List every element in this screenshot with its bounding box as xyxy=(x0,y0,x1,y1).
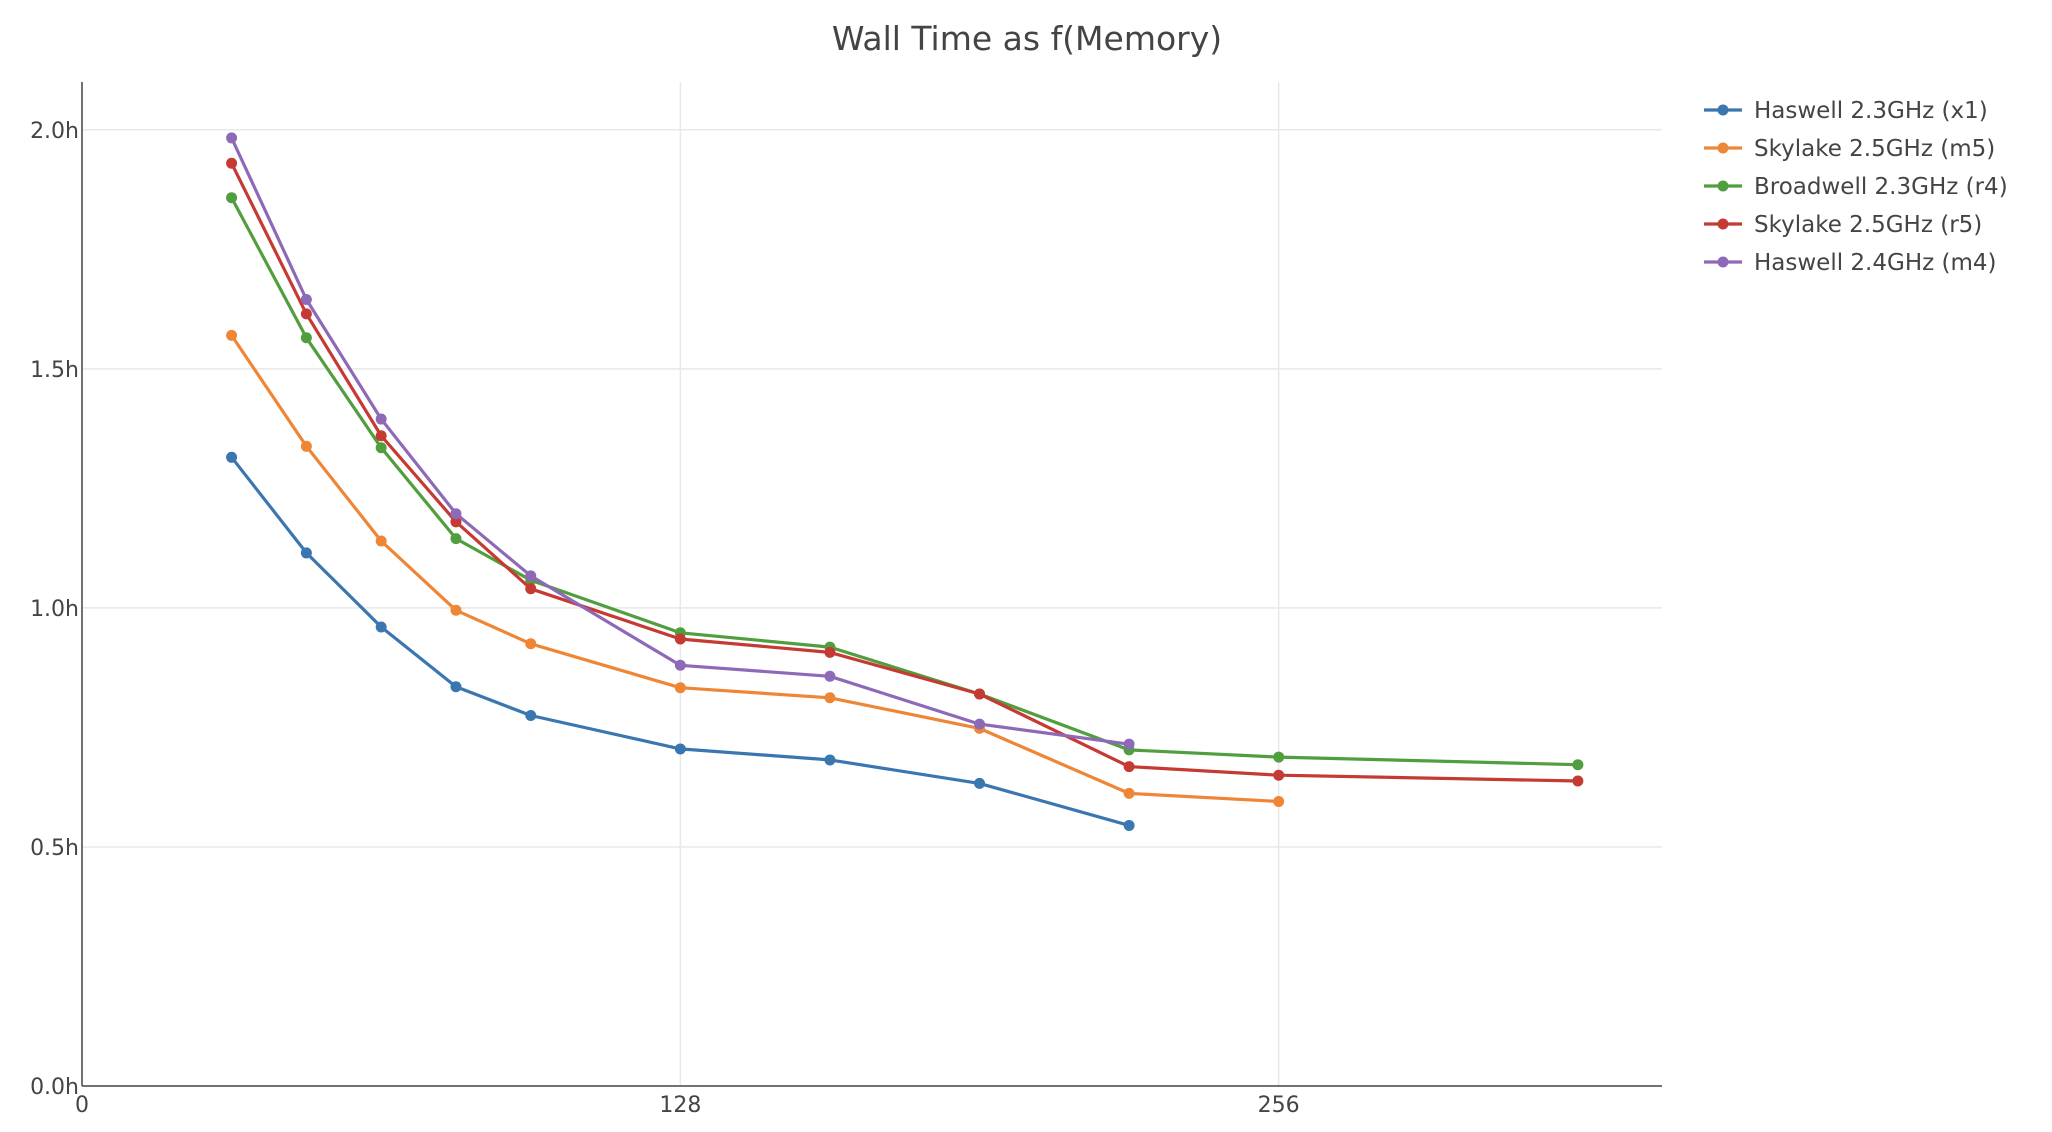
data-point xyxy=(226,132,238,144)
data-point xyxy=(300,308,312,320)
data-point xyxy=(450,681,462,693)
data-point xyxy=(375,430,387,442)
data-point xyxy=(824,692,836,704)
data-point xyxy=(450,604,462,616)
data-point xyxy=(1273,796,1285,808)
data-point xyxy=(674,659,686,671)
legend-label: Broadwell 2.3GHz (r4) xyxy=(1754,174,2008,200)
x-tick-label-0: 0 xyxy=(75,1093,89,1118)
grid-lines xyxy=(82,82,1662,1086)
data-point xyxy=(674,743,686,755)
series-skylake-2-5ghz-m5 xyxy=(226,329,1285,808)
data-point xyxy=(450,533,462,545)
legend-label: Haswell 2.4GHz (m4) xyxy=(1754,250,1997,276)
data-point xyxy=(974,688,986,700)
data-point xyxy=(1273,769,1285,781)
x-tick-label-128: 128 xyxy=(659,1093,701,1118)
data-point xyxy=(300,294,312,306)
data-point xyxy=(525,638,537,650)
data-point xyxy=(226,329,238,341)
legend-item-skylake-2-5ghz-m5[interactable]: Skylake 2.5GHz (m5) xyxy=(1704,136,1995,162)
legend-marker-swatch xyxy=(1717,218,1729,230)
data-point xyxy=(1572,775,1584,787)
y-tick-label-0-0h: 0.0h xyxy=(30,1075,79,1100)
plot-area xyxy=(226,132,1584,831)
x-tick-label-256: 256 xyxy=(1258,1093,1300,1118)
chart-title: Wall Time as f(Memory) xyxy=(832,19,1222,58)
y-tick-label-1-5h: 1.5h xyxy=(30,358,79,383)
data-point xyxy=(1123,819,1135,831)
series-haswell-2-4ghz-m4 xyxy=(226,132,1135,750)
data-point xyxy=(375,413,387,425)
data-point xyxy=(674,682,686,694)
legend-item-haswell-2-4ghz-m4[interactable]: Haswell 2.4GHz (m4) xyxy=(1704,250,1997,276)
series-line xyxy=(230,333,1281,804)
data-point xyxy=(226,451,238,463)
data-point xyxy=(375,621,387,633)
legend-marker-swatch xyxy=(1717,142,1729,154)
legend-item-haswell-2-3ghz-x1[interactable]: Haswell 2.3GHz (x1) xyxy=(1704,98,1988,124)
legend-label: Haswell 2.3GHz (x1) xyxy=(1754,98,1988,124)
y-tick-label-1-0h: 1.0h xyxy=(30,597,79,622)
data-point xyxy=(824,754,836,766)
series-haswell-2-3ghz-x1 xyxy=(226,451,1135,831)
data-point xyxy=(1123,787,1135,799)
legend-label: Skylake 2.5GHz (m5) xyxy=(1754,136,1995,162)
data-point xyxy=(300,547,312,559)
legend-marker-swatch xyxy=(1717,104,1729,116)
data-point xyxy=(1273,751,1285,763)
data-point xyxy=(525,583,537,595)
data-point xyxy=(1572,759,1584,771)
data-point xyxy=(375,442,387,454)
axes xyxy=(81,82,1662,1087)
data-point xyxy=(1123,761,1135,773)
tick-labels: 0.0h 0.5h 1.0h 1.5h 2.0h 0 128 256 xyxy=(30,119,1300,1118)
data-point xyxy=(375,535,387,547)
legend-item-broadwell-2-3ghz-r4[interactable]: Broadwell 2.3GHz (r4) xyxy=(1704,174,2008,200)
legend: Haswell 2.3GHz (x1) Skylake 2.5GHz (m5) Br… xyxy=(1704,98,2008,276)
data-point xyxy=(974,718,986,730)
data-point xyxy=(450,516,462,528)
legend-marker-swatch xyxy=(1717,180,1729,192)
legend-marker-swatch xyxy=(1717,256,1729,268)
series-line xyxy=(230,161,1580,783)
data-point xyxy=(300,332,312,344)
legend-item-skylake-2-5ghz-r5[interactable]: Skylake 2.5GHz (r5) xyxy=(1704,212,1982,238)
data-point xyxy=(226,192,238,204)
data-point xyxy=(824,646,836,658)
data-point xyxy=(974,777,986,789)
data-point xyxy=(300,440,312,452)
series-skylake-2-5ghz-r5 xyxy=(226,157,1584,787)
data-point xyxy=(824,670,836,682)
data-point xyxy=(1123,738,1135,750)
y-tick-label-0-5h: 0.5h xyxy=(30,836,79,861)
y-tick-label-2-0h: 2.0h xyxy=(30,119,79,144)
data-point xyxy=(674,633,686,645)
data-point xyxy=(525,709,537,721)
legend-label: Skylake 2.5GHz (r5) xyxy=(1754,212,1982,238)
series-line xyxy=(230,196,1580,767)
data-point xyxy=(450,508,462,520)
data-point xyxy=(525,570,537,582)
data-point xyxy=(226,157,238,169)
